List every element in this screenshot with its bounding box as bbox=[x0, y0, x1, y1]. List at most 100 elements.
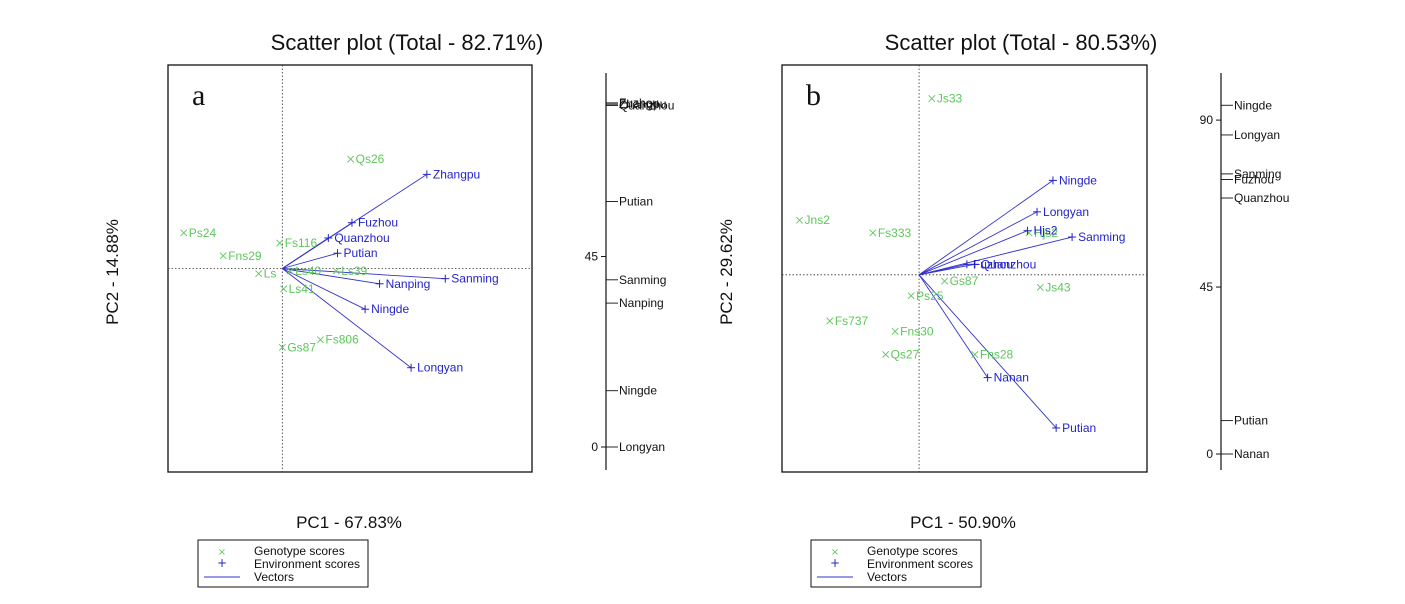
genotype-label: Ls bbox=[264, 267, 277, 281]
environment-label: Hjs2 bbox=[1033, 224, 1057, 238]
genotype-label: Ps24 bbox=[189, 226, 217, 240]
environment-label: Quanzhou bbox=[334, 231, 389, 245]
panel-b-plot: b Js33 Jns2 Fs333 Hjs2 Gs87 Js43 Ps25 Fs737 Fns30… bbox=[781, 64, 1148, 473]
legend-genotype-marker: × bbox=[218, 547, 226, 558]
genotype-label: Ls39 bbox=[341, 264, 367, 278]
panel-a-legend: × Genotype scores + Environment scores V… bbox=[197, 539, 369, 588]
environment-point-nanan: Nanan bbox=[983, 371, 1029, 385]
panel-a-plot: a Qs26 Ps24 Fns29 Fs116 Ls Ls40 Ls39 Ls41 Fs806 Gs… bbox=[167, 64, 533, 473]
environment-point-fuzhou: Fuzhou bbox=[962, 257, 1013, 271]
genotype-point-qs26: Qs26 bbox=[347, 152, 385, 166]
environment-label: Fuzhou bbox=[973, 257, 1013, 271]
genotype-label: Hjs2 bbox=[1034, 226, 1058, 240]
genotype-label: Fs806 bbox=[325, 333, 359, 347]
genotype-point-fs806: Fs806 bbox=[316, 333, 359, 347]
legend-box bbox=[810, 539, 982, 588]
scale-tick-label: 0 bbox=[1206, 447, 1213, 461]
environment-label: Putian bbox=[344, 246, 378, 260]
genotype-point-gs87: Gs87 bbox=[941, 274, 979, 288]
scale-item-label: Longyan bbox=[1234, 128, 1280, 142]
environment-point-ningde: Ningde bbox=[1048, 173, 1097, 187]
genotype-point-ls39: Ls39 bbox=[332, 264, 368, 278]
scale-item-label: Nanan bbox=[1234, 447, 1269, 461]
genotype-label: Ls40 bbox=[295, 264, 321, 278]
scale-item-label: Fuzhou bbox=[1234, 172, 1274, 186]
vector-longyan bbox=[918, 211, 1038, 276]
environment-point-longyan: Longyan bbox=[407, 361, 463, 375]
genotype-label: Ps25 bbox=[916, 289, 944, 303]
vector-putian bbox=[918, 274, 1057, 429]
genotype-point-js33: Js33 bbox=[928, 92, 963, 106]
environment-label: Sanming bbox=[1078, 230, 1125, 244]
scale-tick-label: 90 bbox=[1200, 113, 1214, 127]
environment-point-sanming: Sanming bbox=[1068, 230, 1125, 244]
scale-item-label: Sanming bbox=[619, 273, 666, 287]
vector-longyan bbox=[282, 268, 412, 369]
panel-a-ylabel: PC2 - 14.88% bbox=[103, 219, 122, 325]
panel-a: Scatter plot (Total - 82.71%) PC2 - 14.8… bbox=[103, 30, 674, 588]
environment-label: Nanping bbox=[386, 277, 431, 291]
environment-point-quanzhou: Quanzhou bbox=[324, 231, 390, 245]
vector-nanan bbox=[918, 274, 988, 378]
panel-b: Scatter plot (Total - 80.53%) PC2 - 29.6… bbox=[717, 30, 1289, 588]
environment-label: Zhangpu bbox=[433, 167, 480, 181]
environment-point-ningde: Ningde bbox=[361, 302, 409, 316]
scale-item-label: Longyan bbox=[619, 440, 665, 454]
genotype-label: Js43 bbox=[1045, 280, 1071, 294]
genotype-point-fs116: Fs116 bbox=[276, 236, 317, 250]
scale-tick-label: 45 bbox=[585, 250, 599, 264]
legend-environment-label: Environment scores bbox=[254, 557, 360, 571]
vector-quanzhou bbox=[282, 237, 329, 269]
environment-label: Fuzhou bbox=[358, 216, 398, 230]
genotype-label: Fs737 bbox=[835, 314, 869, 328]
genotype-label: Jns2 bbox=[805, 213, 831, 227]
legend-environment-marker: + bbox=[830, 556, 840, 570]
legend-box bbox=[197, 539, 369, 588]
environment-label: Nanan bbox=[994, 371, 1029, 385]
genotype-point-ps24: Ps24 bbox=[180, 226, 217, 240]
scale-tick-label: 0 bbox=[591, 440, 598, 454]
environment-point-fuzhou: Fuzhou bbox=[347, 216, 398, 230]
legend-genotype-label: Genotype scores bbox=[867, 544, 958, 558]
genotype-point-fns30: Fns30 bbox=[891, 324, 934, 338]
plot-frame bbox=[781, 64, 1148, 473]
genotype-label: Js33 bbox=[937, 92, 963, 106]
genotype-point-fs737: Fs737 bbox=[826, 314, 869, 328]
panel-a-title: Scatter plot (Total - 82.71%) bbox=[271, 30, 544, 55]
scale-item-label: Ningde bbox=[619, 384, 657, 398]
genotype-label: Qs26 bbox=[356, 152, 385, 166]
genotype-label: Fns29 bbox=[228, 249, 262, 263]
scale-item-label: Quanzhou bbox=[1234, 191, 1289, 205]
genotype-label: Fs116 bbox=[285, 236, 318, 250]
genotype-label: Ls41 bbox=[289, 282, 315, 296]
genotype-label: Fs333 bbox=[878, 226, 912, 240]
genotype-point-js43: Js43 bbox=[1036, 280, 1071, 294]
environment-point-putian: Putian bbox=[333, 246, 378, 260]
panel-b-ylabel: PC2 - 29.62% bbox=[717, 219, 736, 325]
legend-genotype-marker: × bbox=[831, 547, 839, 558]
genotype-point-fns28: Fns28 bbox=[971, 348, 1014, 362]
genotype-point-ps25: Ps25 bbox=[907, 289, 944, 303]
environment-label: Longyan bbox=[1043, 205, 1089, 219]
panel-letter: b bbox=[806, 79, 821, 112]
scale-item-label: Fuzhou bbox=[619, 96, 659, 110]
legend-vector-label: Vectors bbox=[254, 570, 294, 584]
environment-label: Putian bbox=[1062, 421, 1096, 435]
vector-hjs2 bbox=[918, 230, 1028, 276]
environment-label: Longyan bbox=[417, 361, 463, 375]
environment-point-putian: Putian bbox=[1052, 421, 1096, 435]
scale-item-label: Putian bbox=[619, 195, 653, 209]
legend-environment-marker: + bbox=[217, 556, 227, 570]
environment-point-nanping: Nanping bbox=[375, 277, 431, 291]
legend-genotype-label: Genotype scores bbox=[254, 544, 345, 558]
scale-item-label: Nanping bbox=[619, 296, 664, 310]
genotype-label: Fns28 bbox=[980, 348, 1014, 362]
genotype-label: Qs27 bbox=[891, 348, 920, 362]
genotype-point-ls41: Ls41 bbox=[280, 282, 315, 296]
genotype-label: Fns30 bbox=[900, 324, 934, 338]
scale-item-label: Putian bbox=[1234, 414, 1268, 428]
genotype-point-jns2: Jns2 bbox=[796, 213, 830, 227]
